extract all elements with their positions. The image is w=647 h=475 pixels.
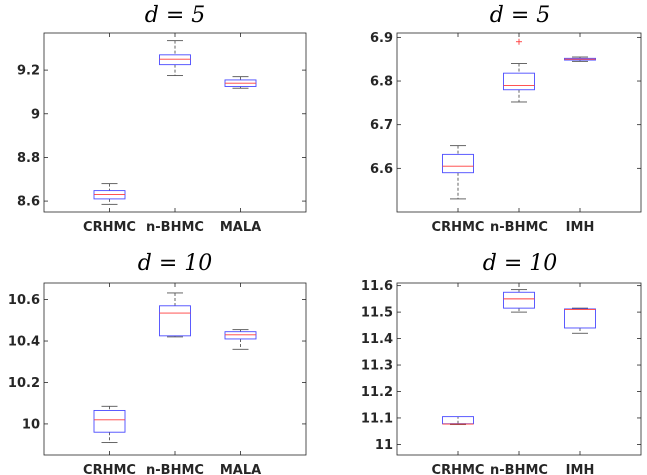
y-tick-label: 11.1 <box>361 411 393 426</box>
category-label: MALA <box>220 220 261 235</box>
category-label: CRHMC <box>432 220 485 235</box>
category-label: IMH <box>566 220 595 235</box>
y-tick-label: 11 <box>375 438 393 453</box>
category-label: CRHMC <box>432 463 485 475</box>
y-tick-label: 9.2 <box>17 64 40 79</box>
y-tick-label: 10.2 <box>8 376 40 391</box>
y-tick-label: 11.4 <box>361 332 393 347</box>
box <box>442 153 474 174</box>
box <box>159 305 191 337</box>
category-label: n-BHMC <box>490 463 548 475</box>
plot-frame <box>43 32 307 213</box>
plot-frame <box>396 32 642 213</box>
panel-3-title: d = 10 <box>138 251 213 276</box>
box <box>503 72 535 91</box>
y-tick-label: 10 <box>22 417 40 432</box>
y-tick-label: 10.6 <box>8 293 40 308</box>
category-label: CRHMC <box>83 220 136 235</box>
box <box>224 331 257 340</box>
y-tick-label: 9 <box>31 107 40 122</box>
category-label: IMH <box>566 463 595 475</box>
category-label: MALA <box>220 463 261 475</box>
category-label: n-BHMC <box>490 220 548 235</box>
y-tick-label: 11.5 <box>361 306 393 321</box>
y-tick-label: 11.6 <box>361 279 393 294</box>
y-tick-label: 6.9 <box>370 31 393 46</box>
panel-1-title: d = 5 <box>145 3 206 28</box>
y-tick-label: 6.6 <box>370 162 393 177</box>
box <box>564 308 596 329</box>
plot-frame <box>43 282 307 456</box>
outlier-marker <box>516 38 522 45</box>
box <box>159 54 191 66</box>
panel-2: d = 5 6.6 6.7 6.8 6.9 CRHMC n-BHMC IMH <box>370 3 642 235</box>
panel-1: d = 5 8.6 8.8 9 9.2 CRHMC n-BHMC MALA <box>17 3 307 235</box>
y-tick-label: 8.6 <box>17 195 40 210</box>
y-tick-label: 8.8 <box>17 151 40 166</box>
y-tick-label: 11.2 <box>361 385 393 400</box>
panel-3: d = 10 10 10.2 10.4 10.6 CRHMC n-BHMC MALA <box>8 251 307 475</box>
category-label: n-BHMC <box>146 220 204 235</box>
category-label: CRHMC <box>83 463 136 475</box>
y-tick-label: 6.7 <box>370 118 393 133</box>
panel-2-title: d = 5 <box>490 3 551 28</box>
category-label: n-BHMC <box>146 463 204 475</box>
y-tick-label: 11.3 <box>361 359 393 374</box>
y-tick-label: 10.4 <box>8 335 40 350</box>
panel-4-title: d = 10 <box>483 251 558 276</box>
box <box>93 409 126 433</box>
y-tick-label: 6.8 <box>370 75 393 90</box>
box <box>503 291 535 309</box>
panel-4: d = 10 11 11.1 11.2 11.3 11.4 11.5 11.6 CRHMC n-… <box>361 251 642 475</box>
